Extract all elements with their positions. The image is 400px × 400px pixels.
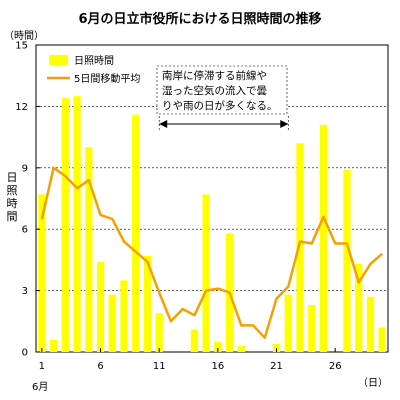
bar-day-4 <box>73 96 81 353</box>
bar-day-15 <box>202 194 210 352</box>
bar-day-5 <box>85 147 93 352</box>
moving-average-line <box>40 166 383 339</box>
x-ticks: 1 6 11 16 21 26 <box>39 348 342 372</box>
bar-day-23 <box>296 143 304 352</box>
tick-label-x-1: 1 <box>39 361 45 372</box>
annotation-range-arrow <box>158 116 289 132</box>
y-ticks: 0 3 6 9 12 15 <box>15 41 40 359</box>
tick-label-x-6: 6 <box>97 361 103 372</box>
bar-day-6 <box>96 261 105 352</box>
bar-day-16 <box>214 341 222 352</box>
bar-day-7 <box>108 294 116 352</box>
tick-label-y-15: 15 <box>15 41 28 52</box>
bar-day-24 <box>308 304 316 352</box>
tick-label-y-0: 0 <box>22 348 28 359</box>
tick-label-x-16: 16 <box>211 361 224 372</box>
bar-day-22 <box>284 294 292 352</box>
bar-day-3 <box>61 98 69 352</box>
bar-day-21 <box>272 343 281 352</box>
y-unit-label: （時間） <box>4 30 44 42</box>
bar-day-25 <box>319 124 328 352</box>
annotation-line-3: りや雨の日が多くなる。 <box>162 99 278 112</box>
legend-label-line: 5日間移動平均 <box>74 72 140 85</box>
legend-label-bar: 日照時間 <box>74 55 114 67</box>
bar-day-1 <box>38 194 46 352</box>
annotation: 南岸に停滞する前線や 湿った空気の流入で曇 りや雨の日が多くなる。 <box>156 65 288 115</box>
line-series <box>40 166 383 339</box>
tick-label-y-12: 12 <box>15 102 28 113</box>
tick-label-x-21: 21 <box>270 361 283 372</box>
bar-day-28 <box>355 263 363 352</box>
bar-day-30 <box>378 327 386 352</box>
legend: 日照時間 5日間移動平均 <box>44 52 152 92</box>
bar-day-2 <box>49 339 58 352</box>
x-unit-label: （日） <box>358 377 388 389</box>
annotation-arrow-head-right <box>280 120 289 128</box>
bar-day-14 <box>190 329 199 352</box>
month-label: 6月 <box>32 381 48 393</box>
bar-day-27 <box>343 169 351 352</box>
annotation-line-1: 南岸に停滞する前線や <box>162 69 267 82</box>
bar-day-8 <box>120 280 128 352</box>
annotation-box <box>156 65 288 115</box>
tick-label-y-9: 9 <box>22 163 28 174</box>
chart-title: 6月の日立市役所における日照時間の推移 <box>78 11 321 27</box>
tick-label-x-26: 26 <box>329 361 342 372</box>
bar-day-29 <box>366 296 375 352</box>
bar-day-18 <box>237 345 245 352</box>
bar-day-11 <box>155 313 163 352</box>
tick-label-y-6: 6 <box>22 225 28 236</box>
y-axis-label: 日照時間 <box>7 171 18 223</box>
bar-day-9 <box>132 114 140 352</box>
bar-day-10 <box>143 255 152 352</box>
legend-swatch-bar <box>49 55 68 65</box>
tick-label-y-3: 3 <box>22 286 28 297</box>
annotation-arrow-head-left <box>159 120 168 128</box>
tick-label-x-11: 11 <box>153 361 166 372</box>
annotation-line-2: 湿った空気の流入で曇 <box>162 84 267 97</box>
